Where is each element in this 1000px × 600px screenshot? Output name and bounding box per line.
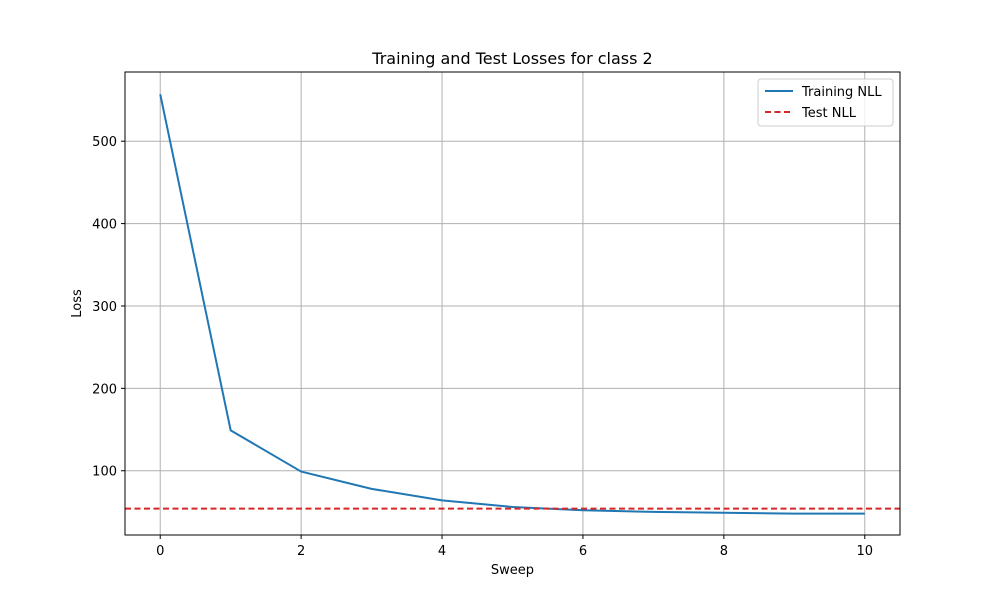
x-tick-label: 4	[438, 544, 446, 559]
x-tick-label: 2	[297, 544, 305, 559]
x-tick-label: 6	[579, 544, 587, 559]
y-tick-label: 400	[92, 218, 117, 233]
series-layer	[125, 94, 900, 515]
y-tick-label: 500	[92, 135, 117, 150]
grid	[125, 72, 900, 535]
chart-title: Training and Test Losses for class 2	[371, 49, 652, 68]
y-tick-label: 100	[92, 465, 117, 480]
y-tick-label: 200	[92, 382, 117, 397]
x-tick-label: 8	[720, 544, 728, 559]
x-tick-label: 0	[156, 544, 164, 559]
y-tick-label: 300	[92, 300, 117, 315]
legend: Training NLL Test NLL	[757, 78, 894, 127]
x-axis-label: Sweep	[491, 563, 534, 578]
y-axis-label: Loss	[70, 289, 85, 318]
training-nll-line	[159, 94, 865, 515]
axis-ticks: 0 2 4 6 8 10 100 200 300 400 500	[92, 135, 873, 559]
legend-label: Training NLL	[801, 85, 882, 100]
legend-label: Test NLL	[801, 106, 857, 121]
plot-frame	[124, 71, 901, 536]
x-tick-label: 10	[856, 544, 873, 559]
